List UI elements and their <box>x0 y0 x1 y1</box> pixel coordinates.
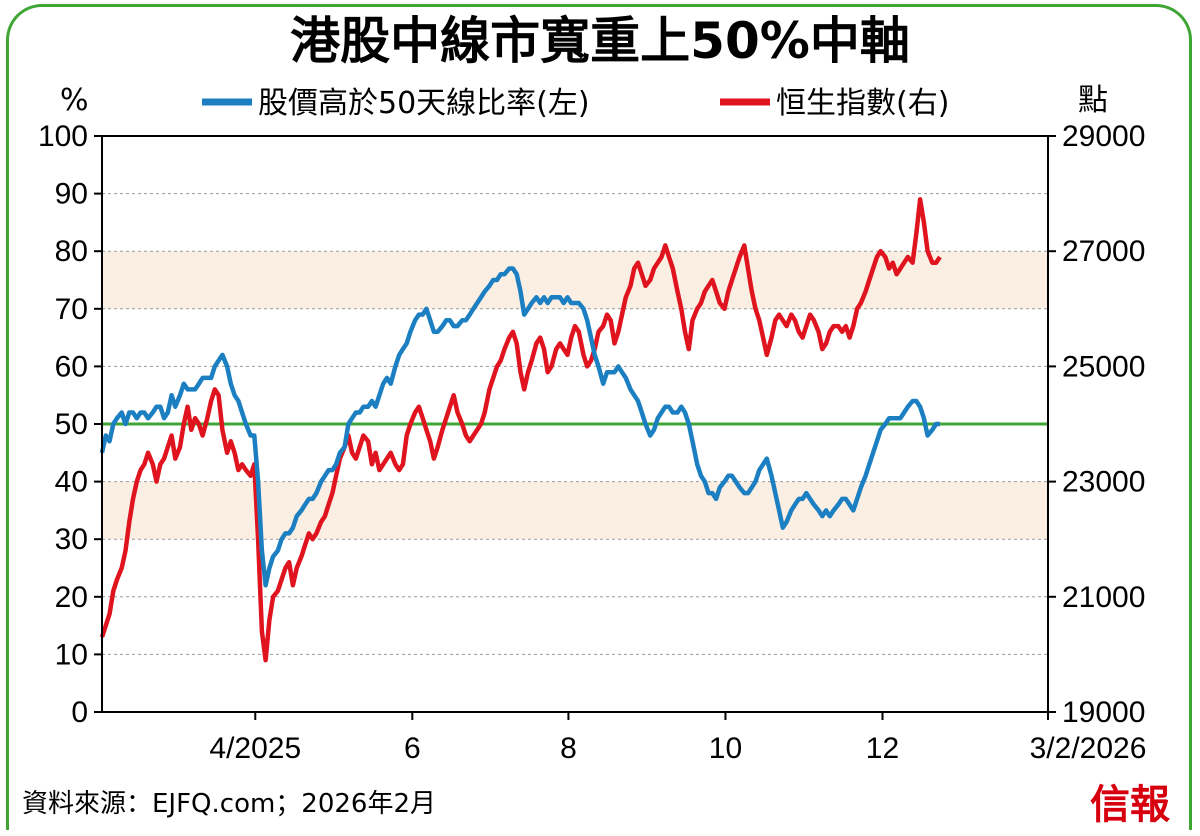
left-tick-label: 20 <box>55 581 88 614</box>
right-tick-label: 27000 <box>1062 235 1145 268</box>
left-tick-label: 60 <box>55 350 88 383</box>
legend-label-breadth: 股價高於50天線比率(左) <box>258 86 590 121</box>
left-tick-label: 90 <box>55 178 88 211</box>
left-axis-ticks: 0 10 20 30 40 50 60 70 80 90 100 <box>38 120 102 729</box>
chart-title: 港股中線市寬重上50%中軸 <box>290 12 910 70</box>
legend: 股價高於50天線比率(左) 恒生指數(右) <box>202 86 949 121</box>
left-tick-label: 80 <box>55 235 88 268</box>
x-axis-ticks: 4/2025 6 8 10 12 3/2/2026 <box>209 712 1146 765</box>
shaded-band-0 <box>102 481 1048 540</box>
x-tick-label: 10 <box>709 732 742 765</box>
left-axis-unit: % <box>60 83 89 118</box>
brand-logo: 信報 <box>1090 781 1170 828</box>
source-note: 資料來源：EJFQ.com；2026年2月 <box>22 789 436 819</box>
right-tick-label: 21000 <box>1062 581 1145 614</box>
x-tick-label: 8 <box>560 732 577 765</box>
hsi-line <box>99 197 942 663</box>
right-tick-label: 19000 <box>1062 696 1145 729</box>
chart-frame <box>6 4 1192 830</box>
left-tick-label: 10 <box>55 638 88 671</box>
left-tick-label: 100 <box>38 120 88 153</box>
left-tick-label: 50 <box>55 408 88 441</box>
right-axis-unit: 點 <box>1078 83 1108 118</box>
left-tick-label: 0 <box>71 696 88 729</box>
x-tick-label: 6 <box>404 732 421 765</box>
shaded-bands <box>102 251 1048 540</box>
left-tick-label: 30 <box>55 523 88 556</box>
right-tick-label: 25000 <box>1062 350 1145 383</box>
right-tick-label: 29000 <box>1062 120 1145 153</box>
x-tick-label: 3/2/2026 <box>1030 732 1147 765</box>
left-tick-label: 40 <box>55 466 88 499</box>
legend-label-hsi: 恒生指數(右) <box>776 86 949 121</box>
shaded-band-1 <box>102 251 1048 309</box>
series-lines <box>99 197 942 663</box>
breadth-line <box>99 266 940 588</box>
x-tick-label: 4/2025 <box>209 732 301 765</box>
x-tick-label: 12 <box>866 732 899 765</box>
right-tick-label: 23000 <box>1062 466 1145 499</box>
right-axis-ticks: 19000 21000 23000 25000 27000 29000 <box>1048 120 1145 729</box>
left-tick-label: 70 <box>55 293 88 326</box>
